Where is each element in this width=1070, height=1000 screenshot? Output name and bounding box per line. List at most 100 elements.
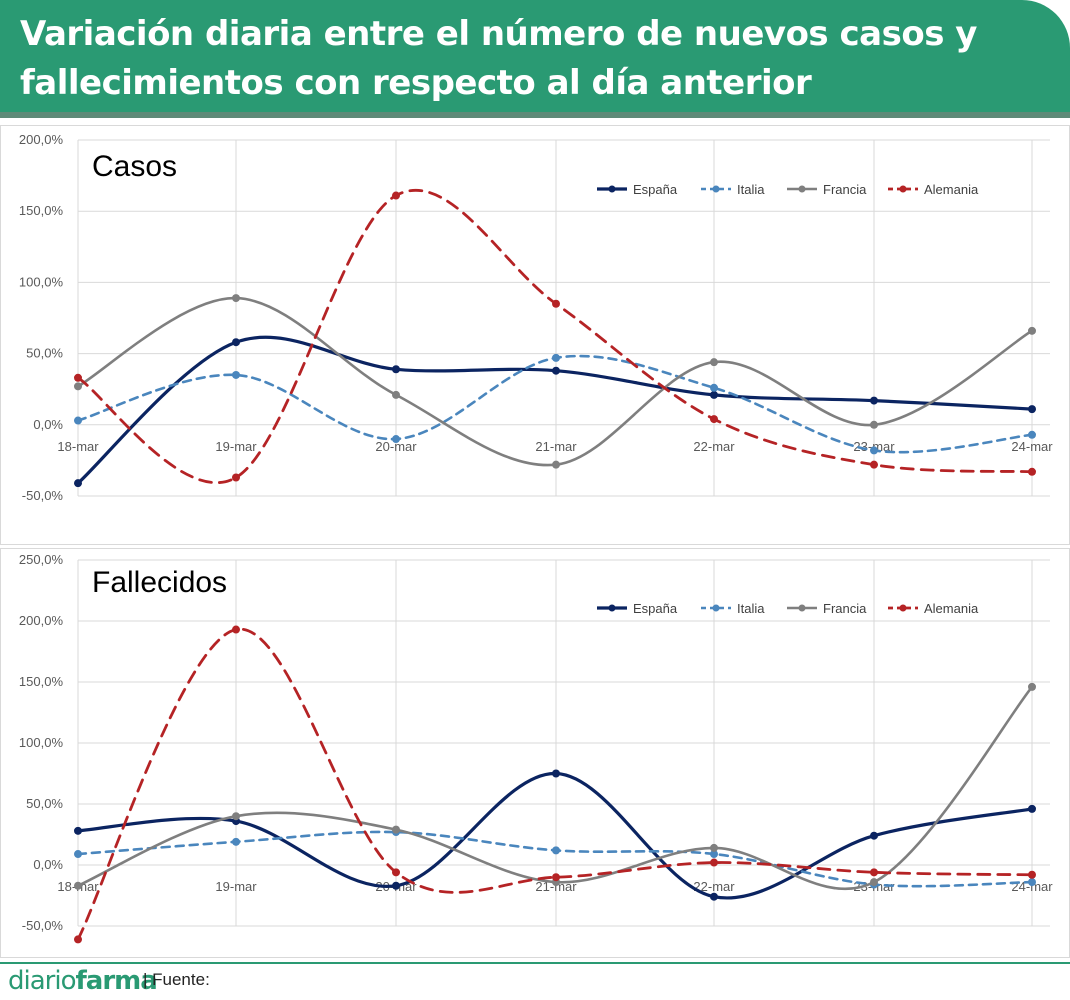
data-point (74, 881, 82, 890)
data-point (392, 390, 400, 399)
data-point (870, 396, 878, 405)
data-point (552, 769, 560, 778)
data-point (710, 858, 718, 867)
series-francia (74, 294, 1036, 469)
data-point (710, 892, 718, 901)
x-tick-label: 21-mar (535, 439, 577, 454)
y-tick-label: 200,0% (19, 613, 64, 628)
data-point (392, 881, 400, 890)
y-tick-label: 50,0% (26, 796, 63, 811)
y-tick-label: 250,0% (19, 552, 64, 567)
chart-frame (0, 548, 1070, 958)
data-point (232, 338, 240, 347)
series-italia (74, 353, 1036, 455)
legend-label-francia: Francia (823, 601, 867, 616)
data-point (74, 935, 82, 944)
legend-label-italia: Italia (737, 182, 765, 197)
data-point (392, 435, 400, 444)
data-point (1028, 405, 1036, 414)
data-point (552, 353, 560, 362)
chart-panel-2: -50,0% 0,0% 50,0% 100,0% 150,0% 200,0% 250,0% 1… (0, 548, 1070, 958)
data-point (74, 416, 82, 425)
data-point (1028, 682, 1036, 691)
data-point (74, 382, 82, 391)
data-point (552, 873, 560, 882)
data-point (232, 370, 240, 379)
legend: España Italia Francia Alemania (597, 601, 979, 616)
legend-label-italia: Italia (737, 601, 765, 616)
x-tick-label: 24-mar (1011, 439, 1053, 454)
x-tick-label: 19-mar (215, 879, 257, 894)
panel-title: Casos (92, 150, 177, 183)
legend-marker (712, 185, 720, 193)
panel-title: Fallecidos (92, 566, 227, 599)
legend-marker (608, 185, 616, 193)
data-point (74, 373, 82, 382)
legend-label-espana: España (633, 182, 678, 197)
data-point (870, 868, 878, 877)
x-tick-label: 22-mar (693, 879, 735, 894)
series-espana (74, 335, 1036, 488)
y-tick-label: 0,0% (33, 417, 63, 432)
y-tick-label: 50,0% (26, 346, 63, 361)
legend: España Italia Francia Alemania (597, 182, 979, 197)
y-tick-label: 0,0% (33, 857, 63, 872)
legend-marker (608, 604, 616, 612)
y-tick-label: 100,0% (19, 735, 64, 750)
series-alemania (74, 188, 1036, 485)
data-point (552, 366, 560, 375)
x-tick-label: 22-mar (693, 439, 735, 454)
brand-logo-part-b: farma (75, 966, 157, 996)
data-point (232, 294, 240, 303)
legend-label-alemania: Alemania (924, 182, 979, 197)
data-point (710, 843, 718, 852)
data-point (710, 850, 718, 859)
data-point (392, 825, 400, 834)
legend-label-alemania: Alemania (924, 601, 979, 616)
page-title: Variación diaria entre el número de nuev… (20, 14, 977, 103)
x-tick-label: 18-mar (57, 439, 99, 454)
data-point (710, 358, 718, 367)
legend-marker (899, 604, 907, 612)
charts-area: -50,0% 0,0% 50,0% 100,0% 150,0% 200,0% 18-mar 1… (0, 125, 1070, 958)
legend-label-espana: España (633, 601, 678, 616)
series-alemania (74, 625, 1036, 944)
data-point (232, 625, 240, 634)
series-line-alemania (76, 628, 1034, 941)
series-espana (74, 769, 1036, 901)
data-point (552, 299, 560, 308)
legend-marker (899, 185, 907, 193)
data-point (870, 831, 878, 840)
data-point (392, 868, 400, 877)
data-point (392, 191, 400, 200)
y-tick-label: -50,0% (22, 488, 64, 503)
data-point (870, 878, 878, 887)
data-point (870, 446, 878, 455)
chart-panel-1: -50,0% 0,0% 50,0% 100,0% 150,0% 200,0% 18-mar 1… (0, 125, 1070, 545)
data-point (1028, 326, 1036, 335)
y-tick-label: 150,0% (19, 203, 64, 218)
data-point (710, 390, 718, 399)
data-point (870, 460, 878, 469)
legend-marker (798, 185, 806, 193)
x-tick-label: 19-mar (215, 439, 257, 454)
legend-marker (798, 604, 806, 612)
x-tick-label: 24-mar (1011, 879, 1053, 894)
legend-label-francia: Francia (823, 182, 867, 197)
data-point (74, 850, 82, 859)
data-point (710, 383, 718, 392)
data-point (232, 473, 240, 482)
data-point (74, 826, 82, 835)
data-point (74, 479, 82, 488)
data-point (1028, 467, 1036, 476)
data-point (392, 365, 400, 374)
data-point (232, 812, 240, 821)
data-point (552, 846, 560, 855)
data-point (1028, 878, 1036, 887)
brand-logo-part-a: diario (8, 966, 76, 996)
data-point (870, 420, 878, 429)
data-point (552, 460, 560, 469)
source-label: | Fuente: (143, 970, 210, 989)
data-point (1028, 430, 1036, 439)
y-tick-label: 200,0% (19, 132, 64, 147)
